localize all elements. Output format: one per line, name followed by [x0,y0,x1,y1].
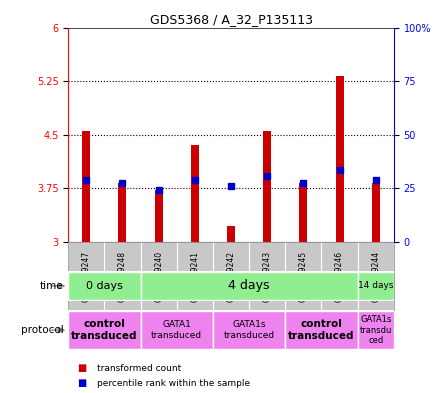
Bar [227,226,235,242]
Bar [118,183,126,242]
Bar [68,311,140,349]
Bar [263,131,271,242]
Text: transformed count: transformed count [97,364,181,373]
Text: GATA1
transduced: GATA1 transduced [151,320,202,340]
Bar [140,272,358,300]
Title: GDS5368 / A_32_P135113: GDS5368 / A_32_P135113 [150,13,312,26]
Text: percentile rank within the sample: percentile rank within the sample [97,379,250,387]
Bar [358,272,394,300]
Bar [191,145,199,242]
Text: control
transduced: control transduced [71,320,138,341]
Bar [82,131,90,242]
Text: GATA1s
transdu
ced: GATA1s transdu ced [359,315,392,345]
Text: control
transduced: control transduced [288,320,355,341]
Text: GSM1359245: GSM1359245 [299,250,308,302]
Bar [140,311,213,349]
Bar [299,183,307,242]
Bar [213,311,285,349]
Text: GSM1359247: GSM1359247 [82,250,91,302]
Text: GSM1359241: GSM1359241 [191,251,199,301]
Text: GSM1359244: GSM1359244 [371,250,380,302]
Text: 0 days: 0 days [86,281,123,291]
Text: GATA1s
transduced: GATA1s transduced [224,320,275,340]
Text: GSM1359240: GSM1359240 [154,250,163,302]
Bar [372,183,380,242]
Bar [155,189,163,242]
Text: 14 days: 14 days [358,281,393,290]
Text: protocol: protocol [21,325,64,335]
Text: ■: ■ [77,363,86,373]
Bar [336,76,344,242]
Text: GSM1359246: GSM1359246 [335,250,344,302]
Text: 4 days: 4 days [228,279,270,292]
Text: time: time [40,281,64,291]
Bar [358,311,394,349]
Text: GSM1359242: GSM1359242 [227,251,235,301]
Bar [285,311,358,349]
Text: GSM1359248: GSM1359248 [118,251,127,301]
Text: ■: ■ [77,378,86,388]
Bar [68,272,140,300]
Text: GSM1359243: GSM1359243 [263,250,271,302]
